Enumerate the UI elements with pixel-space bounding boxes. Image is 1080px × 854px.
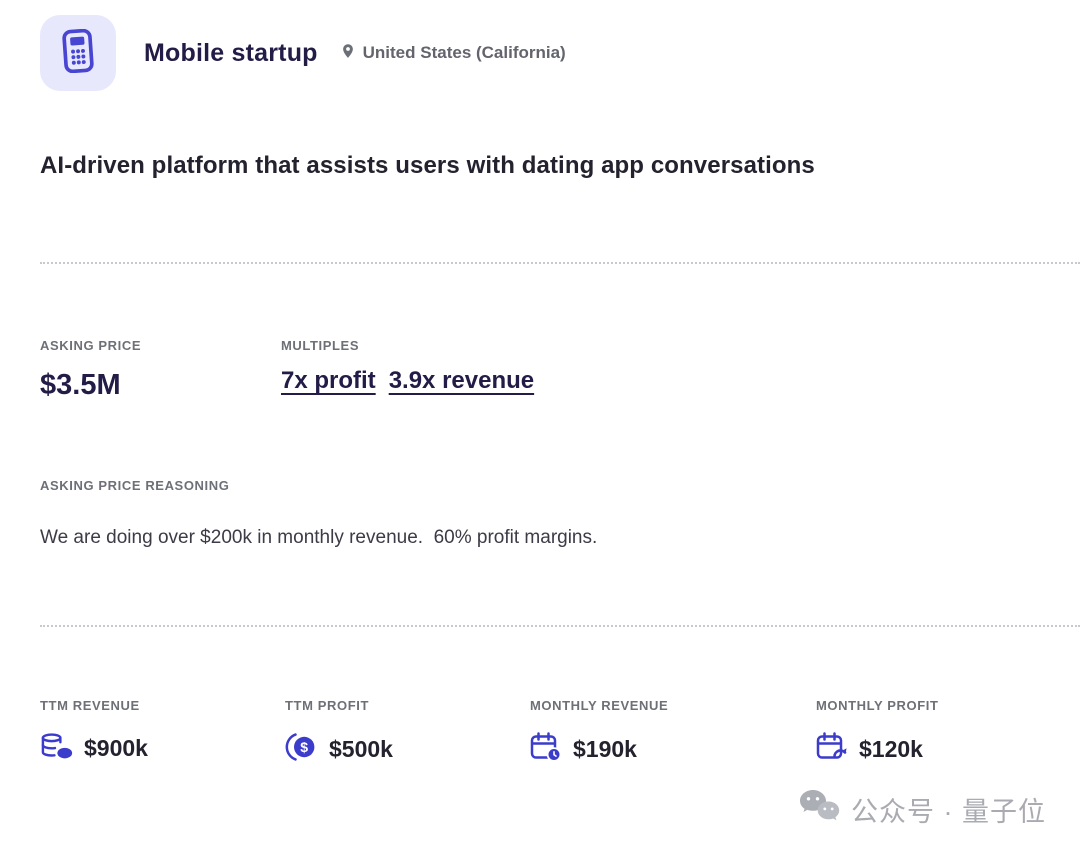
app-icon-badge xyxy=(40,15,116,91)
watermark-text: 公众号 · 量子位 xyxy=(851,797,1046,827)
pricing-section: ASKING PRICE $3.5M MULTIPLES 7x profit 3… xyxy=(40,338,1080,402)
multiples-block: MULTIPLES 7x profit 3.9x revenue xyxy=(281,338,534,402)
mobile-phone-icon xyxy=(60,28,96,78)
metric-label: MONTHLY PROFIT xyxy=(816,698,939,713)
location: United States (California) xyxy=(340,41,566,66)
multiples-label: MULTIPLES xyxy=(281,338,360,353)
calendar-clock-icon xyxy=(530,732,562,767)
location-pin-icon xyxy=(340,41,356,66)
metric-label: MONTHLY REVENUE xyxy=(530,698,669,713)
asking-price-reasoning-text: We are doing over $200k in monthly reven… xyxy=(40,527,598,548)
metric-value: $190k xyxy=(573,736,637,762)
metric-ttm-revenue: TTM REVENUE $900k xyxy=(40,698,285,767)
asking-price-reasoning-section: ASKING PRICE REASONING We are doing over… xyxy=(40,478,1080,549)
asking-price-block: ASKING PRICE $3.5M xyxy=(40,338,281,402)
metric-value: $120k xyxy=(859,736,923,762)
metric-value: $500k xyxy=(329,736,393,762)
asking-price-label: ASKING PRICE xyxy=(40,338,142,353)
metrics-section: TTM REVENUE $900k TTM xyxy=(40,698,1080,767)
svg-text:$: $ xyxy=(300,739,308,755)
watermark: 公众号 · 量子位 xyxy=(797,788,1046,831)
divider xyxy=(40,262,1080,264)
metric-monthly-profit: MONTHLY PROFIT $120k xyxy=(816,698,939,767)
location-text: United States (California) xyxy=(362,43,566,62)
metric-monthly-revenue: MONTHLY REVENUE $190k xyxy=(530,698,816,767)
coins-icon xyxy=(40,732,73,765)
dollar-circle-icon: $ xyxy=(285,732,318,767)
wechat-icon xyxy=(797,788,841,831)
page-title: Mobile startup xyxy=(144,38,318,67)
metric-value: $900k xyxy=(84,735,148,761)
listing-headline: AI-driven platform that assists users wi… xyxy=(40,152,815,179)
metric-ttm-profit: TTM PROFIT $ $500k xyxy=(285,698,530,767)
multiples-links: 7x profit 3.9x revenue xyxy=(281,367,534,395)
profit-multiple-link[interactable]: 7x profit xyxy=(281,367,376,394)
divider xyxy=(40,625,1080,627)
metric-label: TTM PROFIT xyxy=(285,698,369,713)
asking-price-value: $3.5M xyxy=(40,369,121,401)
asking-price-reasoning-label: ASKING PRICE REASONING xyxy=(40,478,230,493)
listing-header: Mobile startup United States (California… xyxy=(0,0,1080,91)
metric-label: TTM REVENUE xyxy=(40,698,140,713)
calendar-refresh-icon xyxy=(816,732,848,767)
revenue-multiple-link[interactable]: 3.9x revenue xyxy=(388,367,535,394)
